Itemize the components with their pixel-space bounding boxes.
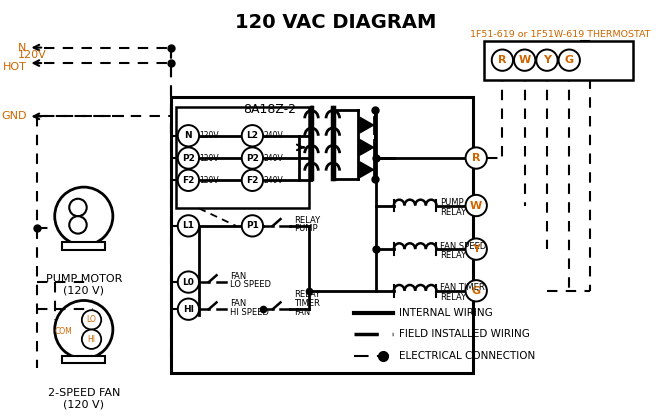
Text: RELAY: RELAY [440, 293, 466, 302]
Text: PUMP MOTOR
(120 V): PUMP MOTOR (120 V) [46, 274, 122, 296]
Circle shape [55, 187, 113, 245]
Circle shape [178, 170, 199, 191]
Text: PUMP: PUMP [440, 198, 464, 207]
Polygon shape [360, 117, 373, 133]
Text: W: W [519, 55, 531, 65]
Circle shape [514, 49, 535, 71]
Text: L1: L1 [182, 221, 194, 230]
Circle shape [492, 49, 513, 71]
Circle shape [82, 330, 101, 349]
Circle shape [178, 299, 199, 320]
Text: FAN TIMER: FAN TIMER [440, 283, 485, 292]
Text: L0: L0 [182, 277, 194, 287]
Circle shape [55, 300, 113, 359]
Circle shape [466, 238, 487, 260]
Text: HI: HI [88, 335, 96, 344]
Text: Y: Y [543, 55, 551, 65]
Text: 120V: 120V [199, 153, 218, 163]
Bar [62, 242, 105, 250]
Text: R: R [472, 153, 480, 163]
Circle shape [466, 280, 487, 301]
Text: RELAY: RELAY [440, 251, 466, 260]
Text: 120V: 120V [199, 131, 218, 140]
Text: L2: L2 [247, 131, 259, 140]
Bar [62, 356, 105, 363]
Circle shape [178, 215, 199, 236]
Text: HI SPEED: HI SPEED [230, 308, 269, 317]
Circle shape [242, 125, 263, 146]
Circle shape [242, 215, 263, 236]
Text: P2: P2 [246, 153, 259, 163]
Circle shape [178, 125, 199, 146]
Bar [176, 107, 309, 208]
Text: FIELD INSTALLED WIRING: FIELD INSTALLED WIRING [399, 329, 529, 339]
Text: 240V: 240V [263, 153, 283, 163]
Circle shape [536, 49, 557, 71]
Text: N: N [185, 131, 192, 140]
Circle shape [466, 147, 487, 169]
Text: HOT: HOT [3, 62, 27, 72]
Text: PUMP: PUMP [294, 224, 318, 233]
Circle shape [178, 272, 199, 293]
Text: RELAY: RELAY [294, 215, 320, 225]
Bar [171, 97, 473, 373]
Text: G: G [565, 55, 574, 65]
Text: 120 VAC DIAGRAM: 120 VAC DIAGRAM [235, 13, 436, 32]
Text: RELAY: RELAY [294, 290, 320, 299]
Text: 8A18Z-2: 8A18Z-2 [243, 103, 296, 116]
Circle shape [242, 170, 263, 191]
Circle shape [178, 147, 199, 169]
Text: N: N [18, 43, 27, 52]
Circle shape [82, 310, 101, 330]
Text: LO: LO [86, 316, 96, 324]
Text: 240V: 240V [263, 131, 283, 140]
Text: LO SPEED: LO SPEED [230, 280, 271, 290]
Text: ELECTRICAL CONNECTION: ELECTRICAL CONNECTION [399, 351, 535, 361]
Text: FAN: FAN [230, 272, 247, 281]
Text: P1: P1 [246, 221, 259, 230]
Text: 2-SPEED FAN
(120 V): 2-SPEED FAN (120 V) [48, 388, 120, 409]
Circle shape [242, 147, 263, 169]
Text: FAN: FAN [230, 299, 247, 308]
Text: INTERNAL WIRING: INTERNAL WIRING [399, 308, 492, 318]
Text: Y: Y [472, 244, 480, 254]
Text: 1F51-619 or 1F51W-619 THERMOSTAT: 1F51-619 or 1F51W-619 THERMOSTAT [470, 30, 651, 39]
Text: 240V: 240V [263, 176, 283, 185]
Text: HI: HI [183, 305, 194, 314]
Text: FAN SPEED: FAN SPEED [440, 242, 486, 251]
Bar [484, 41, 633, 80]
Polygon shape [360, 140, 373, 155]
Circle shape [466, 195, 487, 216]
Text: TIMER: TIMER [294, 299, 320, 308]
Text: F2: F2 [246, 176, 259, 185]
Text: COM: COM [54, 327, 72, 336]
Circle shape [69, 199, 86, 216]
Circle shape [69, 216, 86, 234]
Circle shape [559, 49, 580, 71]
Text: 120V: 120V [199, 176, 218, 185]
Text: R: R [498, 55, 507, 65]
Text: G: G [472, 286, 481, 296]
Text: GND: GND [1, 111, 27, 122]
Text: F2: F2 [182, 176, 194, 185]
Polygon shape [360, 162, 373, 177]
Text: P2: P2 [182, 153, 195, 163]
Text: RELAY: RELAY [440, 208, 466, 217]
Text: FAN: FAN [294, 308, 310, 317]
Text: 120V: 120V [18, 50, 47, 60]
Text: W: W [470, 201, 482, 210]
